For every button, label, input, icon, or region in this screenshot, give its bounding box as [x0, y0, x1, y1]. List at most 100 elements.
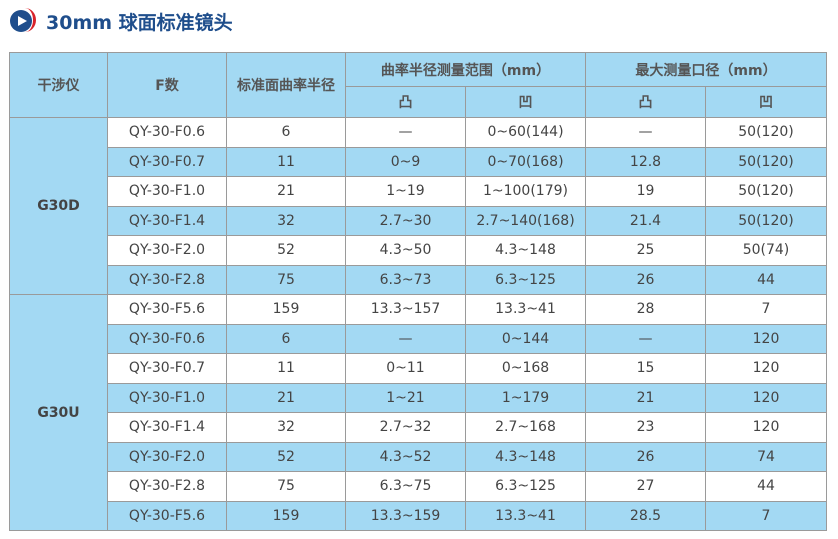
- header-aperture-concave: 凹: [705, 86, 827, 118]
- cell-aperture-convex: 26: [585, 441, 706, 472]
- cell-range-concave: 0~70(168): [465, 146, 586, 177]
- cell-range-convex: —: [345, 117, 466, 148]
- cell-model: QY-30-F1.4: [107, 412, 227, 443]
- play-logo-icon: [10, 8, 36, 34]
- cell-model: QY-30-F5.6: [107, 294, 227, 325]
- group-cell: G30U: [9, 294, 108, 531]
- cell-model: QY-30-F0.7: [107, 353, 227, 384]
- cell-aperture-convex: —: [585, 117, 706, 148]
- cell-radius: 6: [226, 323, 346, 354]
- cell-aperture-concave: 50(120): [705, 117, 827, 148]
- lens-spec-table: 干涉仪 F数 标准面曲率半径 曲率半径测量范围（mm） 最大测量口径（mm） 凸…: [9, 52, 827, 531]
- cell-radius: 11: [226, 353, 346, 384]
- cell-range-concave: 0~168: [465, 353, 586, 384]
- table-row: QY-30-F2.0 52 4.3~50 4.3~148 25 50(74): [10, 235, 827, 266]
- cell-range-concave: 2.7~140(168): [465, 205, 586, 236]
- cell-aperture-concave: 50(74): [705, 235, 827, 266]
- cell-radius: 32: [226, 412, 346, 443]
- cell-aperture-convex: 26: [585, 264, 706, 295]
- cell-model: QY-30-F0.6: [107, 323, 227, 354]
- cell-range-concave: 1~100(179): [465, 176, 586, 207]
- cell-model: QY-30-F2.0: [107, 441, 227, 472]
- cell-range-convex: 4.3~50: [345, 235, 466, 266]
- cell-range-convex: 1~21: [345, 382, 466, 413]
- cell-model: QY-30-F2.8: [107, 264, 227, 295]
- cell-range-concave: 13.3~41: [465, 294, 586, 325]
- header-aperture-convex: 凸: [585, 86, 706, 118]
- header-range-convex: 凸: [345, 86, 466, 118]
- cell-aperture-concave: 120: [705, 323, 827, 354]
- table-row: G30U QY-30-F5.6 159 13.3~157 13.3~41 28 7: [9, 294, 827, 531]
- cell-aperture-concave: 120: [705, 353, 827, 384]
- header-range-concave: 凹: [465, 86, 586, 118]
- cell-aperture-convex: 15: [585, 353, 706, 384]
- cell-range-convex: 6.3~75: [345, 471, 466, 502]
- cell-aperture-concave: 44: [705, 264, 827, 295]
- table-row: QY-30-F1.0 21 1~19 1~100(179) 19 50(120): [10, 176, 827, 207]
- table-row: QY-30-F0.6 6—0~144—120: [10, 323, 827, 354]
- table-row: QY-30-F0.7 11 0~9 0~70(168) 12.8 50(120): [10, 146, 827, 177]
- table-row: G30D QY-30-F0.6 6—0~60(144) —50(120): [9, 117, 827, 295]
- cell-range-convex: 2.7~30: [345, 205, 466, 236]
- table-row: QY-30-F1.4 32 2.7~32 2.7~168 23 120: [10, 412, 827, 443]
- cell-model: QY-30-F2.8: [107, 471, 227, 502]
- table-row: QY-30-F2.8 75 6.3~73 6.3~125 26 44: [10, 264, 827, 295]
- cell-aperture-concave: 74: [705, 441, 827, 472]
- header-range: 曲率半径测量范围（mm）: [345, 52, 586, 87]
- table-row: QY-30-F5.6 159 13.3~159 13.3~41 28.5 7: [10, 500, 827, 531]
- cell-range-concave: 13.3~41: [465, 500, 586, 531]
- cell-aperture-concave: 120: [705, 412, 827, 443]
- title-text: 30mm 球面标准镜头: [46, 11, 233, 34]
- cell-aperture-convex: 21: [585, 382, 706, 413]
- cell-range-convex: 1~19: [345, 176, 466, 207]
- header-interferometer: 干涉仪: [9, 52, 108, 118]
- cell-model: QY-30-F0.6: [107, 117, 227, 148]
- cell-range-convex: 2.7~32: [345, 412, 466, 443]
- cell-range-convex: 0~9: [345, 146, 466, 177]
- cell-range-convex: 13.3~159: [345, 500, 466, 531]
- cell-aperture-concave: 50(120): [705, 205, 827, 236]
- cell-radius: 159: [226, 294, 346, 325]
- table-row: QY-30-F1.0 21 1~21 1~179 21 120: [10, 382, 827, 413]
- cell-range-concave: 0~144: [465, 323, 586, 354]
- cell-aperture-concave: 7: [705, 294, 827, 325]
- cell-range-convex: 13.3~157: [345, 294, 466, 325]
- cell-model: QY-30-F2.0: [107, 235, 227, 266]
- cell-aperture-concave: 50(120): [705, 176, 827, 207]
- cell-range-concave: 4.3~148: [465, 441, 586, 472]
- cell-range-concave: 6.3~125: [465, 264, 586, 295]
- cell-radius: 21: [226, 382, 346, 413]
- cell-model: QY-30-F1.4: [107, 205, 227, 236]
- cell-radius: 11: [226, 146, 346, 177]
- section-title: 30mm 球面标准镜头: [10, 8, 233, 34]
- cell-radius: 32: [226, 205, 346, 236]
- header-radius: 标准面曲率半径: [226, 52, 346, 118]
- cell-radius: 159: [226, 500, 346, 531]
- cell-aperture-concave: 7: [705, 500, 827, 531]
- cell-range-concave: 0~60(144): [465, 117, 586, 148]
- header-aperture: 最大测量口径（mm）: [585, 52, 827, 87]
- cell-model: QY-30-F1.0: [107, 382, 227, 413]
- cell-range-convex: 4.3~52: [345, 441, 466, 472]
- header-f-number: F数: [107, 52, 227, 118]
- cell-aperture-convex: 27: [585, 471, 706, 502]
- cell-aperture-convex: 21.4: [585, 205, 706, 236]
- cell-radius: 6: [226, 117, 346, 148]
- cell-range-convex: 0~11: [345, 353, 466, 384]
- cell-aperture-concave: 120: [705, 382, 827, 413]
- cell-aperture-convex: 19: [585, 176, 706, 207]
- cell-range-convex: —: [345, 323, 466, 354]
- cell-range-concave: 2.7~168: [465, 412, 586, 443]
- cell-aperture-convex: —: [585, 323, 706, 354]
- cell-aperture-convex: 12.8: [585, 146, 706, 177]
- cell-aperture-concave: 50(120): [705, 146, 827, 177]
- cell-model: QY-30-F1.0: [107, 176, 227, 207]
- cell-aperture-convex: 25: [585, 235, 706, 266]
- cell-radius: 21: [226, 176, 346, 207]
- cell-radius: 52: [226, 235, 346, 266]
- cell-radius: 75: [226, 264, 346, 295]
- group-cell: G30D: [9, 117, 108, 295]
- cell-model: QY-30-F0.7: [107, 146, 227, 177]
- table-row: QY-30-F2.0 52 4.3~52 4.3~148 26 74: [10, 441, 827, 472]
- cell-range-convex: 6.3~73: [345, 264, 466, 295]
